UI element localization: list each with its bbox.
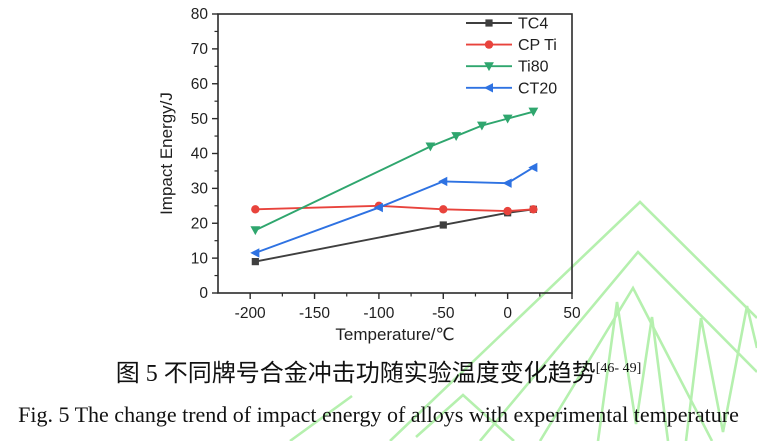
legend-label: CP Ti (518, 37, 557, 54)
chart-text: -200 (235, 305, 266, 322)
legend-entry-CT20: CT20 (466, 80, 557, 97)
figure-caption-zh-text: 图 5 不同牌号合金冲击功随实验温度变化趋势 (115, 361, 596, 387)
series-TC4 (251, 205, 537, 266)
figure-caption-en: Fig. 5 The change trend of impact energy… (18, 402, 739, 427)
chart-legend: TC4 CP Ti Ti80 CT20 (466, 16, 557, 97)
chart-text: 50 (563, 305, 581, 322)
series-CP-Ti (251, 201, 538, 216)
chart-text: 0 (503, 305, 512, 322)
watermark-lines (289, 200, 757, 441)
legend-label: CT20 (518, 80, 557, 97)
figure-caption-zh: 图 5 不同牌号合金冲击功随实验温度变化趋势[46- 49] (0, 353, 757, 388)
legend-label: Ti80 (518, 59, 549, 76)
chart-text: -100 (363, 305, 394, 322)
chart-text: 40 (191, 146, 209, 163)
legend-entry-Ti80: Ti80 (466, 59, 549, 76)
legend-label: TC4 (518, 16, 548, 33)
chart-text: 20 (191, 215, 209, 232)
chart-text: 60 (191, 76, 209, 93)
chart-axes: -200 -150 -100 -50 0 50 0 10 20 30 40 50 60 70 80 (191, 6, 581, 322)
chart-text: 0 (199, 285, 208, 302)
chart-text: 10 (191, 250, 209, 267)
legend-entry-TC4: TC4 (466, 16, 548, 33)
x-axis-title: Temperature/℃ (335, 325, 454, 344)
chart-text: 80 (191, 6, 209, 23)
chart-text: -50 (432, 305, 455, 322)
chart-text: 50 (191, 111, 209, 128)
chart-text: 70 (191, 41, 209, 58)
series-Ti80 (250, 107, 539, 236)
y-axis-title: Impact Energy/J (157, 92, 176, 215)
chart-text: 30 (191, 181, 209, 198)
figure-caption-zh-reference: [46- 49] (595, 361, 642, 376)
series-CT20 (250, 162, 538, 258)
chart-axis-titles: Temperature/℃ Impact Energy/J (157, 92, 455, 344)
chart-text: -150 (299, 305, 330, 322)
legend-entry-CP-Ti: CP Ti (466, 37, 557, 54)
